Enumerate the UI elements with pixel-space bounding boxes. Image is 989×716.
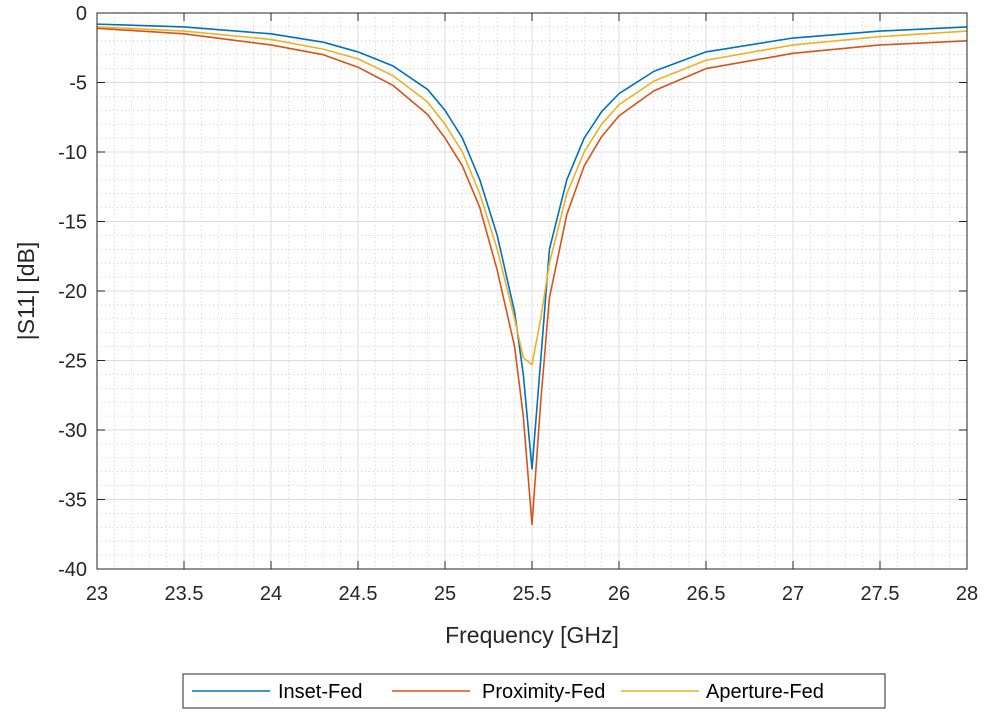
legend-label-proximity-fed: Proximity-Fed <box>482 681 605 703</box>
y-tick-label: -20 <box>58 281 87 303</box>
x-tick-label: 23 <box>86 583 108 605</box>
y-tick-labels: 0 -5 -10 -15 -20 -25 -30 -35 -40 <box>58 3 87 581</box>
x-tick-label: 24.5 <box>339 583 378 605</box>
series-line-aperture-fed <box>96 26 968 366</box>
y-tick-label: -25 <box>58 351 87 373</box>
x-tick-label: 28 <box>956 583 978 605</box>
y-tick-label: -40 <box>58 559 87 581</box>
y-tick-label: -35 <box>58 490 87 512</box>
x-axis-title: Frequency [GHz] <box>445 622 619 648</box>
legend-label-aperture-fed: Aperture-Fed <box>706 681 824 703</box>
y-axis-title: |S11| [dB] <box>13 242 39 340</box>
y-tick-label: 0 <box>76 3 87 25</box>
x-tick-label: 25 <box>434 583 456 605</box>
series-line-inset-fed <box>96 23 968 470</box>
axis-ticks <box>96 12 968 570</box>
legend-label-inset-fed: Inset-Fed <box>278 681 362 703</box>
y-tick-label: -15 <box>58 212 87 234</box>
x-tick-label: 25.5 <box>513 583 552 605</box>
series-line-proximity-fed <box>96 27 968 526</box>
series-layer <box>96 23 968 526</box>
legend: Inset-Fed Proximity-Fed Aperture-Fed <box>182 673 886 709</box>
y-tick-label: -30 <box>58 420 87 442</box>
x-tick-label: 23.5 <box>165 583 204 605</box>
x-tick-labels: 23 23.5 24 24.5 25 25.5 26 26.5 27 27.5 28 <box>86 583 978 605</box>
x-tick-label: 27 <box>782 583 804 605</box>
y-tick-label: -10 <box>58 142 87 164</box>
x-tick-label: 26 <box>608 583 630 605</box>
x-tick-label: 24 <box>260 583 282 605</box>
x-tick-label: 27.5 <box>861 583 900 605</box>
x-tick-label: 26.5 <box>687 583 726 605</box>
legend-box <box>182 673 886 709</box>
minor-grid <box>97 13 967 569</box>
y-tick-label: -5 <box>69 73 87 95</box>
